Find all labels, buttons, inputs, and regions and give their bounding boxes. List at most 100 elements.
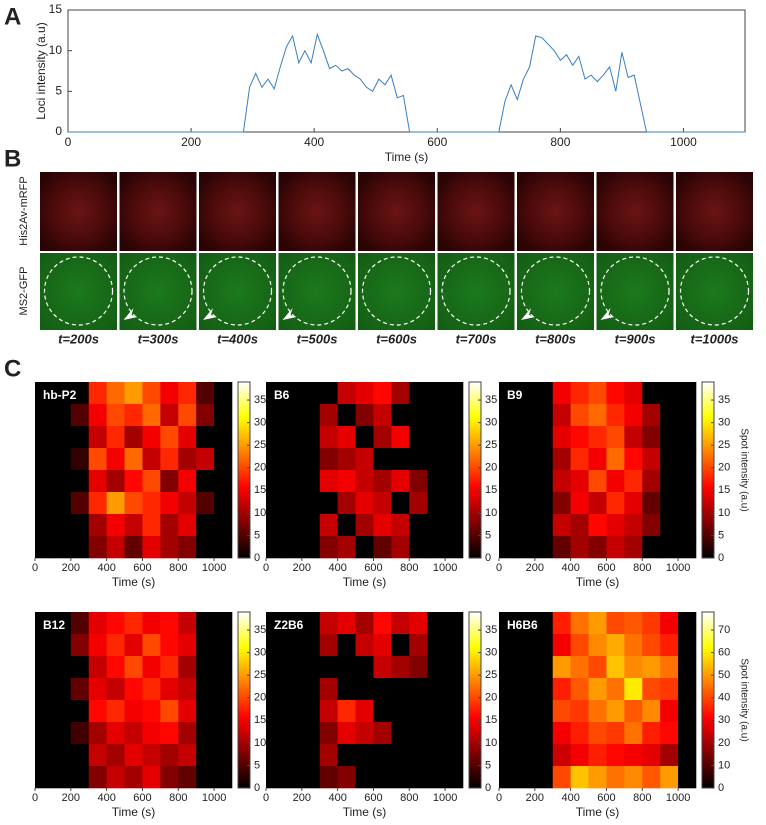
image-green <box>199 253 276 330</box>
heatmap-label: hb-P2 <box>43 388 77 402</box>
heatmap-cell <box>391 514 410 537</box>
heatmap-cell <box>373 612 392 635</box>
heatmap-cell <box>355 514 374 537</box>
x-tick-label: 0 <box>32 792 38 804</box>
heatmap-cell <box>88 634 107 657</box>
heatmap-cell <box>642 766 661 789</box>
colorbar-tick-label: 30 <box>254 417 266 429</box>
channel-label: His2Av-mRFP <box>18 176 30 245</box>
heatmap-cell <box>88 448 107 471</box>
nucleus-outline <box>43 256 114 326</box>
heatmap-cell <box>391 656 410 679</box>
heatmap-cell <box>499 404 518 427</box>
heatmap-cell <box>606 612 625 635</box>
heatmap-cell <box>283 722 303 745</box>
heatmap-cell <box>642 722 661 745</box>
heatmap-cell <box>660 448 679 471</box>
heatmap-cell <box>124 634 143 657</box>
heatmap-cell <box>660 656 679 679</box>
heatmap-cell <box>588 678 607 701</box>
x-tick-label: 400 <box>561 562 579 574</box>
heatmap-cell <box>552 744 571 767</box>
heatmap-cell <box>283 700 303 723</box>
heatmap-cell <box>409 766 428 789</box>
heatmap-cell <box>319 634 338 657</box>
heatmap-cell <box>178 722 197 745</box>
heatmap-cell <box>409 634 428 657</box>
x-tick-label: 0 <box>65 135 72 149</box>
heatmap-cell <box>266 536 285 559</box>
x-tick-label: 400 <box>328 562 346 574</box>
heatmap-cell <box>214 536 233 559</box>
x-tick-label: 600 <box>597 792 615 804</box>
heatmap-cell <box>301 514 321 537</box>
colorbar-tick-label: 30 <box>254 647 266 659</box>
x-tick-label: 800 <box>400 792 418 804</box>
heatmap-cell <box>499 426 518 449</box>
heatmap-cell <box>678 634 697 657</box>
heatmap-cell <box>266 448 285 471</box>
heatmap-cell <box>409 470 428 493</box>
nucleus-outline <box>282 256 352 326</box>
x-tick-label: 1000 <box>433 792 457 804</box>
heatmap-cell <box>196 382 215 405</box>
heatmap-cell <box>70 536 90 559</box>
time-label: t=1000s <box>690 331 738 346</box>
heatmap-cell <box>606 514 625 537</box>
heatmap-cell <box>196 656 215 679</box>
heatmap-cell <box>88 656 107 679</box>
colorbar-tick-label: 0 <box>254 552 260 564</box>
heatmap-cell <box>106 470 125 493</box>
heatmap-cell <box>88 382 107 405</box>
heatmap-cell <box>391 426 410 449</box>
heatmap-cell <box>337 766 356 789</box>
heatmap-cell <box>337 536 356 559</box>
heatmap-cell <box>373 492 392 515</box>
heatmap-cell <box>534 426 554 449</box>
heatmap-cell <box>301 448 321 471</box>
heatmap-cell <box>160 634 179 657</box>
x-axis-label: Time (s) <box>112 805 156 819</box>
colorbar-tick-label: 15 <box>254 484 266 496</box>
heatmap-cell <box>266 382 285 405</box>
heatmap-cell <box>642 678 661 701</box>
heatmap-cell <box>373 656 392 679</box>
heatmap-cell <box>445 700 464 723</box>
heatmap-cell <box>534 700 554 723</box>
heatmap-cell <box>124 404 143 427</box>
heatmap-cell <box>499 470 518 493</box>
heatmap-cell <box>70 612 90 635</box>
heatmap-cell <box>196 426 215 449</box>
heatmap-cell <box>534 678 554 701</box>
heatmap-cell <box>606 404 625 427</box>
heatmap-cell <box>124 536 143 559</box>
heatmap-cell <box>52 766 72 789</box>
heatmap-cell <box>427 634 446 657</box>
x-tick-label: 600 <box>427 135 447 149</box>
heatmap-cell <box>355 426 374 449</box>
heatmap-cell <box>35 470 54 493</box>
heatmap-cell <box>642 634 661 657</box>
colorbar-tick-label: 20 <box>485 462 497 474</box>
heatmap-cell <box>35 766 54 789</box>
heatmap-cell <box>660 382 679 405</box>
heatmap-cell <box>106 404 125 427</box>
time-label: t=400s <box>217 331 258 346</box>
heatmap-cell <box>606 448 625 471</box>
x-tick-label: 400 <box>304 135 324 149</box>
heatmap-cell <box>516 700 536 723</box>
heatmap-cell <box>52 656 72 679</box>
heatmap-cell <box>588 612 607 635</box>
time-label: t=200s <box>58 331 99 346</box>
colorbar-tick-label: 20 <box>254 692 266 704</box>
heatmap-cell <box>106 426 125 449</box>
heatmap-cell <box>534 722 554 745</box>
heatmap-cell <box>88 700 107 723</box>
heatmap-cell <box>266 514 285 537</box>
heatmap-cell <box>52 426 72 449</box>
image-red <box>278 172 356 251</box>
heatmap-cell <box>624 656 643 679</box>
heatmap-cell <box>319 612 338 635</box>
heatmap-cell <box>373 766 392 789</box>
heatmap-cell <box>124 744 143 767</box>
